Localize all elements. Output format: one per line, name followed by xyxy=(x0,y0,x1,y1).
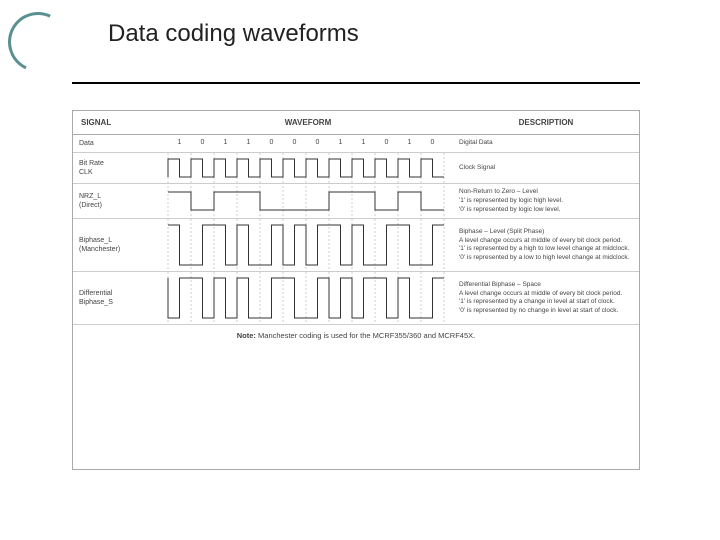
waveform-cell xyxy=(163,219,453,271)
waveform-svg xyxy=(163,272,453,324)
bit-labels: 1 0 1 1 0 0 0 1 1 0 1 0 xyxy=(163,137,453,151)
bit-label: 1 xyxy=(408,139,412,146)
bit-label: 1 xyxy=(339,139,343,146)
waveform-svg xyxy=(163,219,453,271)
signal-row-nrz: NRZ_L(Direct) Non-Return to Zero – Level'… xyxy=(73,184,639,219)
waveform-svg xyxy=(163,186,453,216)
bit-label: 0 xyxy=(201,139,205,146)
bit-label: 0 xyxy=(316,139,320,146)
signal-label: Bit RateCLK xyxy=(73,155,163,181)
signal-row-clk: Bit RateCLK Clock Signal xyxy=(73,153,639,184)
signal-label: Biphase_L(Manchester) xyxy=(73,232,163,258)
signal-row-diff_biphase: DifferentialBiphase_S Differential Biphas… xyxy=(73,272,639,325)
waveform-cell xyxy=(163,272,453,324)
bit-label: 1 xyxy=(362,139,366,146)
title-rule xyxy=(72,82,640,84)
header-signal: SIGNAL xyxy=(73,118,163,127)
table-header: SIGNAL WAVEFORM DESCRIPTION xyxy=(73,111,639,135)
bit-label: 0 xyxy=(293,139,297,146)
description-cell: Clock Signal xyxy=(453,160,639,177)
waveform-cell xyxy=(163,186,453,216)
waveform-svg xyxy=(163,153,453,183)
header-description: DESCRIPTION xyxy=(453,118,639,127)
waveform-cell xyxy=(163,153,453,183)
waveform-figure: SIGNAL WAVEFORM DESCRIPTION Data10110001… xyxy=(72,110,640,470)
page-title: Data coding waveforms xyxy=(108,20,359,48)
bit-label: 0 xyxy=(385,139,389,146)
note-text: Manchester coding is used for the MCRF35… xyxy=(258,331,475,340)
signal-label: DifferentialBiphase_S xyxy=(73,285,163,311)
bit-label: 1 xyxy=(178,139,182,146)
description-cell: Differential Biphase – SpaceA level chan… xyxy=(453,277,639,320)
figure-note: Note: Manchester coding is used for the … xyxy=(73,325,639,346)
signal-rows: Data 1 0 1 1 0 0 0 1 1 0 1 0 Digital Data Bit RateCLK C… xyxy=(73,135,639,325)
bit-label: 1 xyxy=(224,139,228,146)
note-label: Note: xyxy=(237,331,256,340)
signal-label: NRZ_L(Direct) xyxy=(73,188,163,214)
bit-label: 0 xyxy=(431,139,435,146)
signal-label: Data xyxy=(73,135,163,152)
signal-row-biphase_l: Biphase_L(Manchester) Biphase – Level (Sp… xyxy=(73,219,639,272)
header-waveform: WAVEFORM xyxy=(163,118,453,127)
signal-row-data: Data 1 0 1 1 0 0 0 1 1 0 1 0 Digital Data xyxy=(73,135,639,153)
bit-label: 0 xyxy=(270,139,274,146)
bit-label: 1 xyxy=(247,139,251,146)
description-cell: Biphase – Level (Split Phase)A level cha… xyxy=(453,224,639,267)
description-cell: Non-Return to Zero – Level'1' is represe… xyxy=(453,184,639,218)
waveform-cell: 1 0 1 1 0 0 0 1 1 0 1 0 xyxy=(163,137,453,151)
description-cell: Digital Data xyxy=(453,135,639,152)
decorative-arc xyxy=(0,4,76,81)
